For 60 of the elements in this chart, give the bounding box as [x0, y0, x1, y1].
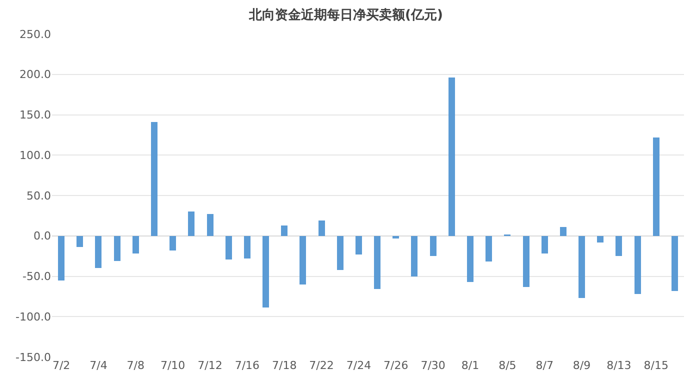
bar — [318, 220, 325, 236]
bar — [225, 236, 232, 260]
x-tick-label: 7/2 — [52, 359, 70, 372]
bar — [150, 122, 158, 236]
bar — [392, 236, 400, 238]
bar — [448, 78, 455, 236]
bar — [300, 236, 306, 284]
x-tick-label: 8/13 — [606, 359, 632, 372]
x-tick-label: 7/16 — [234, 359, 260, 372]
bar — [244, 236, 250, 258]
bar — [616, 236, 622, 256]
y-tick-label: 150.0 — [20, 108, 51, 122]
bar — [114, 236, 120, 261]
x-tick-label: 7/18 — [272, 359, 297, 372]
y-tick-label: -50.0 — [22, 270, 51, 284]
y-tick-label: 50.0 — [26, 189, 51, 202]
bar — [634, 236, 641, 294]
bar — [597, 236, 604, 242]
x-tick-label: 8/15 — [644, 359, 668, 372]
bar — [188, 212, 195, 236]
x-tick-label: 7/24 — [346, 359, 372, 372]
bar — [578, 236, 586, 298]
y-tick-label: 0.0 — [34, 230, 51, 243]
bar — [541, 236, 548, 254]
chart-title: 北向资金近期每日净买卖额(亿元) — [248, 6, 443, 23]
bar — [281, 225, 288, 236]
x-tick-label: 8/1 — [461, 359, 480, 372]
x-tick-label: 7/8 — [126, 359, 145, 372]
bar — [652, 137, 660, 236]
bar — [430, 236, 436, 256]
bar — [336, 236, 344, 270]
bar — [95, 236, 102, 268]
x-tick-label: 8/5 — [498, 359, 516, 372]
bar — [76, 236, 84, 248]
bar — [486, 236, 492, 262]
x-tick-label: 8/9 — [572, 359, 591, 372]
bar — [522, 236, 530, 287]
y-tick-label: 250.0 — [20, 28, 51, 41]
y-tick-label: 100.0 — [20, 148, 51, 162]
bar — [262, 236, 270, 308]
bar — [132, 236, 139, 254]
x-tick-label: 7/22 — [309, 359, 334, 372]
bar — [170, 236, 176, 250]
bar — [560, 226, 566, 236]
x-tick-label: 7/26 — [384, 359, 408, 372]
y-tick-label: -100.0 — [16, 310, 51, 324]
x-tick-label: 7/12 — [198, 359, 222, 372]
x-tick-label: 7/10 — [160, 359, 186, 372]
x-tick-label: 8/7 — [536, 359, 554, 372]
bar — [58, 236, 65, 280]
bar — [355, 236, 362, 254]
bar — [466, 236, 474, 282]
bar — [671, 236, 678, 291]
bar — [374, 236, 381, 290]
x-tick-label: 7/30 — [420, 359, 446, 372]
y-tick-label: 200.0 — [20, 68, 51, 82]
bar — [411, 236, 418, 276]
x-tick-label: 7/4 — [90, 359, 108, 372]
y-tick-label: -150.0 — [16, 350, 51, 364]
bar — [206, 214, 214, 236]
